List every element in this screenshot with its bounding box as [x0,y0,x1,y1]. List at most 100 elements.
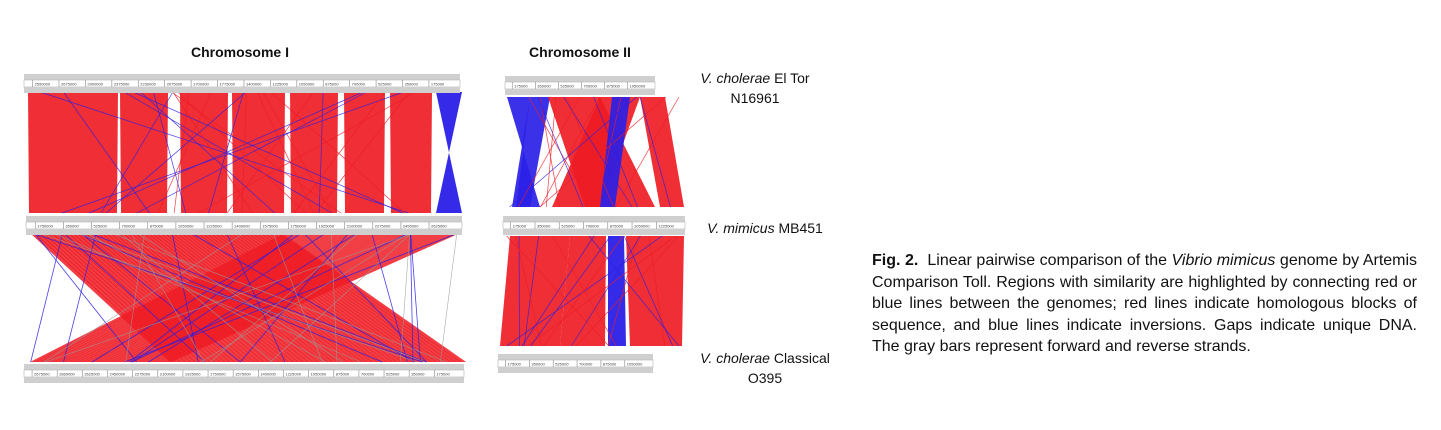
rearrangement-line [595,96,622,208]
rearrangement-line [607,235,639,347]
ruler-tick-label: 875000 [150,224,164,229]
ruler-tick-label: 1925000 [185,372,201,377]
rearrangement-line [566,96,615,208]
ruler-tick-label: 525000 [560,84,574,89]
homology-block [390,92,432,213]
ruler-tick-label: 1575000 [235,372,251,377]
ruler-tick-label: 2625000 [84,372,100,377]
rearrangement-line [105,91,247,214]
inversion-line [410,232,421,363]
eltor-id: N16961 [730,90,780,106]
ruler-tick-label: 1750000 [210,372,226,377]
homology-block [34,233,297,362]
ruler-tick-label: 2075000 [167,82,183,87]
inversion-line [31,232,423,363]
comparison-figure: 2590000 2675000 2900000 2375000 2230000 20750… [23,74,686,383]
ruler-tick-label: 1750000 [290,224,306,229]
homology-block [123,233,408,362]
figure-caption: Fig. 2. Linear pairwise comparison of th… [872,250,1417,358]
homology-block [48,233,315,362]
inversion-line [129,232,296,363]
homology-block [104,233,385,362]
genome-label-classical: V. cholerae Classical O395 [680,348,850,388]
similarity-line [119,232,273,363]
ruler-tick-label: 1050000 [630,84,646,89]
rearrangement-line [136,91,367,214]
rearrangement-line [543,235,624,347]
rearrangement-line [623,235,673,347]
ruler-tick-label: 2590000 [35,82,51,87]
ruler-tick-label: 2100000 [347,224,363,229]
inversion-line [148,232,358,363]
ruler-tick-label: 2275000 [135,372,151,377]
reverse-strand-bar [498,367,653,373]
caption-species-italic: Vibrio mimicus [1171,252,1276,269]
reverse-strand-bar [503,229,685,235]
rearrangement-line [639,96,671,208]
ruler-tick-label: 350000 [537,224,551,229]
ruler-tick-label: 1050000 [311,372,327,377]
ruler-tick-label: 350000 [411,372,425,377]
chr2-classical-strands: 175000 350000 525000 700000 875000 1050000 [497,354,654,373]
rearrangement-line [539,96,560,208]
ruler-tick-label: 2675000 [34,372,50,377]
mimicus-strain: MB451 [778,220,823,236]
rearrangement-line [530,235,611,347]
classical-species: V. cholerae [700,350,770,366]
forward-strand-bar [24,364,464,370]
inversion-block [608,236,626,346]
homology-block [95,233,373,362]
rearrangement-line [648,235,666,347]
similarity-line [440,232,458,363]
reverse-strand-bar [24,87,460,93]
rearrangement-line [517,96,581,208]
ruler-tick-label: 175000 [436,372,450,377]
rearrangement-line [198,91,416,214]
rearrangement-line [293,91,386,214]
ruler-tick-label: 175000 [431,82,445,87]
ruler-tick-label: 525000 [378,82,392,87]
homology-block [58,233,326,362]
rearrangement-line [563,96,633,208]
ruler-tick-label: 2375000 [114,82,130,87]
homology-block [142,233,431,362]
homology-block [165,233,461,362]
inversion-block [512,97,550,207]
ruler-tick-label: 1225000 [272,82,288,87]
ruler-tick-label: 350000 [537,84,551,89]
mimicus-species: V. mimicus [707,220,775,236]
homology-block [67,233,338,362]
ruler-tick-label: 350000 [531,362,545,367]
homology-block [137,233,426,362]
rearrangement-line [63,91,150,214]
strand-bars: 2590000 2675000 2900000 2375000 2230000 20750… [23,74,686,383]
ruler-tick-label: 875000 [610,224,624,229]
ruler-tick-label: 2450000 [403,224,419,229]
homology-block [626,236,684,346]
chr1-mimicus-strands: 1750000 350000 525000 700000 875000 1050000 12… [25,216,463,235]
ruler-tick-label: 175000 [513,224,527,229]
similarity-line [38,232,418,363]
ruler-tick-label: 175000 [514,84,528,89]
eltor-species: V. cholerae [700,70,771,86]
rearrangement-line [509,96,637,208]
rearrangement-line [315,91,410,214]
similarity-line [270,232,412,363]
ruler-tick-label: 1750000 [37,224,53,229]
inversion-line [240,232,350,363]
chr2-mimicus-strands: 175000 350000 525000 700000 875000 1050000 122… [502,216,686,235]
rearrangement-line [527,235,676,347]
ruler-tick-label: 1225000 [285,372,301,377]
rearrangement-line [593,96,638,208]
inversion-line [190,232,415,363]
homology-block [344,92,385,213]
similarity-line [400,232,411,363]
homology-block [39,233,303,362]
rearrangement-line [226,91,314,214]
homology-block [72,233,344,362]
inversion-line [124,232,459,363]
caption-text-1: Linear pairwise comparison of the [927,252,1167,269]
homology-block [500,236,570,346]
ruler-tick-label: 700000 [579,362,593,367]
similarity-line [130,232,205,363]
